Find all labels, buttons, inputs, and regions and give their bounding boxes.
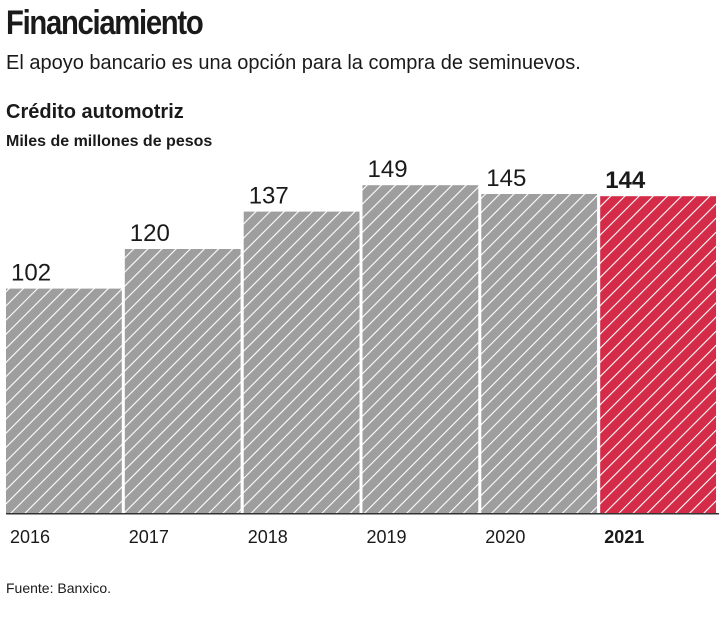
bar-2017 bbox=[124, 249, 241, 513]
bar-2016 bbox=[6, 288, 122, 513]
bar-2019 bbox=[362, 185, 479, 513]
page-subtitle: El apoyo bancario es una opción para la … bbox=[6, 52, 581, 74]
category-label-2017: 2017 bbox=[129, 527, 169, 547]
category-label-2019: 2019 bbox=[367, 527, 407, 547]
bar-2018 bbox=[243, 211, 360, 513]
category-label-2020: 2020 bbox=[485, 527, 525, 547]
bar-2021 bbox=[600, 196, 716, 513]
category-label-2021: 2021 bbox=[604, 527, 644, 547]
value-label-2017: 120 bbox=[130, 220, 170, 247]
value-label-2020: 145 bbox=[486, 165, 526, 192]
value-label-2021: 144 bbox=[605, 167, 646, 194]
value-label-2018: 137 bbox=[249, 183, 289, 210]
value-label-2016: 102 bbox=[11, 260, 51, 287]
category-label-2016: 2016 bbox=[10, 527, 50, 547]
page-title: Financiamiento bbox=[6, 4, 204, 42]
bar-2020 bbox=[481, 194, 598, 513]
chart-unit-label: Miles de millones de pesos bbox=[6, 133, 213, 150]
value-label-2019: 149 bbox=[368, 156, 408, 183]
chart-title: Crédito automotriz bbox=[6, 101, 184, 123]
bar-chart: 102 2016 120 2017 137 2018 149 2019 145 2020 144 20… bbox=[6, 156, 719, 547]
source-note: Fuente: Banxico. bbox=[6, 580, 112, 596]
category-label-2018: 2018 bbox=[248, 527, 288, 547]
